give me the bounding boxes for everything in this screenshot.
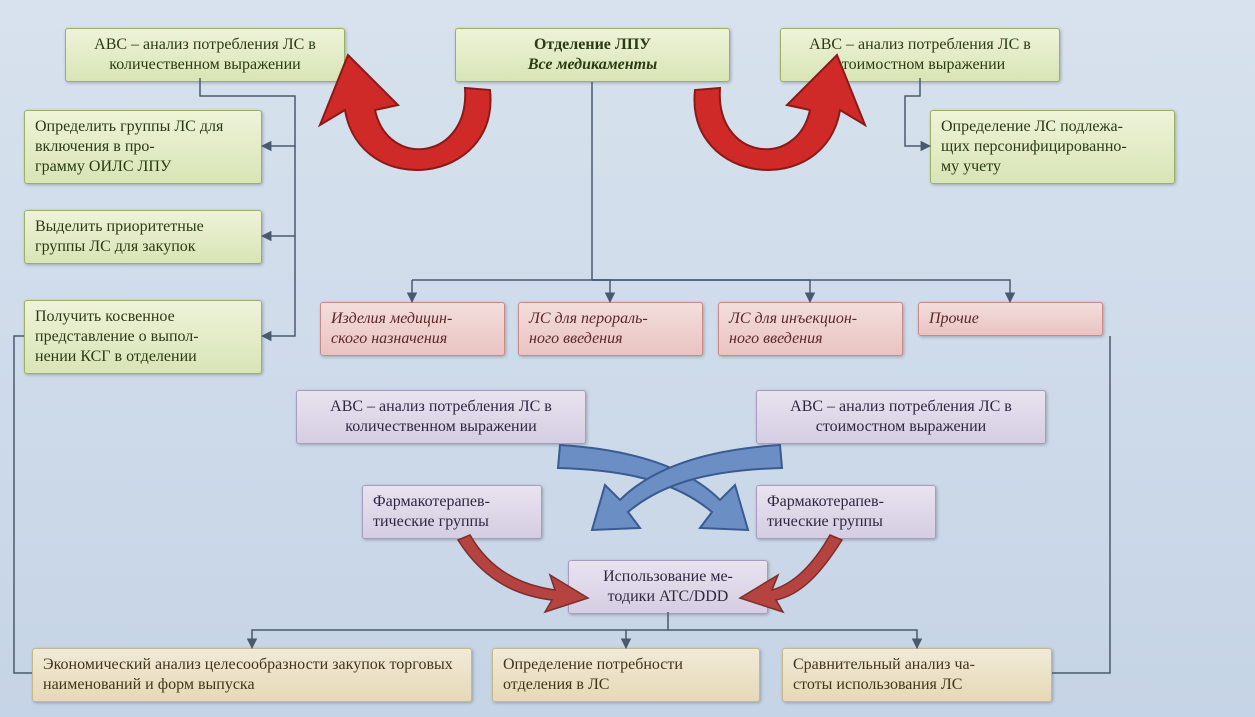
left-box-3: Получить косвенное представление о выпол… <box>24 300 262 374</box>
mid-left-box: АВС – анализ потребления ЛС в количестве… <box>296 390 586 444</box>
cat-box-1: Изделия медицин- ского назначения <box>320 302 505 356</box>
atc-box: Использование ме- тодики ATC/DDD <box>568 560 768 614</box>
left-box-1: Определить группы ЛС для включения в про… <box>24 110 262 184</box>
title-box: Отделение ЛПУ Все медикаменты <box>455 28 730 82</box>
left-box-2: Выделить приоритетные группы ЛС для заку… <box>24 210 262 264</box>
blue-arrow-rtl <box>592 445 782 530</box>
cat-box-4: Прочие <box>918 302 1103 336</box>
mid-right-box: АВС – анализ потребления ЛС в стоимостно… <box>756 390 1046 444</box>
cat-box-3: ЛС для инъекцион- ного введения <box>718 302 903 356</box>
bottom-box-2: Определение потребности отделения в ЛС <box>492 648 760 702</box>
top-left-box: АВС – анализ потребления ЛС в количестве… <box>65 28 345 82</box>
bottom-box-1: Экономический анализ целесообразности за… <box>32 648 472 702</box>
right-box-1: Определение ЛС подлежа- щих персонифицир… <box>930 110 1175 184</box>
title-line1: Отделение ЛПУ <box>466 35 719 55</box>
blue-arrow-ltr <box>558 445 748 530</box>
pharm-right-box: Фармакотерапев- тические группы <box>756 485 936 539</box>
cat-box-2: ЛС для перораль- ного введения <box>518 302 703 356</box>
title-line2: Все медикаменты <box>466 55 719 75</box>
pharm-left-box: Фармакотерапев- тические группы <box>362 485 542 539</box>
bottom-box-3: Сравнительный анализ ча- стоты использов… <box>782 648 1052 702</box>
top-right-box: АВС – анализ потребления ЛС в стоимостно… <box>780 28 1060 82</box>
